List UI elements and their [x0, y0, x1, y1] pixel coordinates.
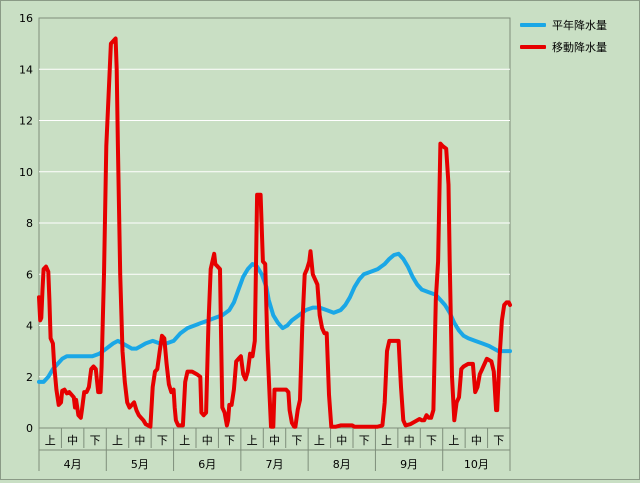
x-decade-label: 下	[426, 434, 437, 447]
y-tick-label: 8	[26, 217, 33, 230]
x-decade-label: 上	[381, 434, 392, 447]
x-decade-label: 上	[179, 434, 190, 447]
x-decade-label: 下	[90, 434, 101, 447]
x-month-label: 8月	[333, 458, 351, 471]
legend-label-moving: 移動降水量	[552, 41, 607, 54]
x-decade-label: 下	[224, 434, 235, 447]
x-month-label: 5月	[131, 458, 149, 471]
x-decade-label: 中	[134, 434, 145, 447]
x-decade-label: 下	[359, 434, 370, 447]
legend-item-normal-precip: 平年降水量	[520, 14, 632, 36]
x-decade-label: 中	[67, 434, 78, 447]
y-tick-label: 4	[26, 320, 33, 333]
x-month-label: 9月	[400, 458, 418, 471]
y-tick-label: 2	[26, 371, 33, 384]
legend-label-normal: 平年降水量	[552, 19, 607, 32]
x-month-label: 10月	[464, 458, 489, 471]
legend-item-moving-precip: 移動降水量	[520, 36, 632, 58]
y-axis-tick-labels: 0 2 4 6 8 10 12 14 16	[19, 12, 33, 435]
x-decade-label: 下	[157, 434, 168, 447]
x-month-label: 4月	[64, 458, 82, 471]
x-decade-label: 中	[471, 434, 482, 447]
legend: 平年降水量 移動降水量	[520, 14, 632, 58]
y-tick-label: 10	[19, 166, 33, 179]
x-decade-label: 上	[112, 434, 123, 447]
y-tick-label: 0	[26, 422, 33, 435]
x-decade-label: 上	[448, 434, 459, 447]
x-decade-label: 上	[314, 434, 325, 447]
x-decade-label: 中	[202, 434, 213, 447]
x-decade-label: 下	[291, 434, 302, 447]
x-axis: 上中下4月上中下5月上中下6月上中下7月上中下8月上中下9月上中下10月	[38, 428, 511, 471]
x-decade-label: 中	[404, 434, 415, 447]
y-tick-label: 14	[19, 63, 33, 76]
legend-swatch-normal	[520, 23, 546, 27]
moving-precip-line	[37, 36, 512, 429]
x-month-label: 7月	[266, 458, 284, 471]
x-month-label: 6月	[198, 458, 216, 471]
legend-swatch-moving	[520, 45, 546, 49]
y-tick-label: 6	[26, 268, 33, 281]
y-tick-label: 12	[19, 115, 33, 128]
x-decade-label: 中	[336, 434, 347, 447]
x-decade-label: 上	[247, 434, 258, 447]
x-decade-label: 上	[45, 434, 56, 447]
y-tick-label: 16	[19, 12, 33, 25]
x-decade-label: 中	[269, 434, 280, 447]
series-lines	[37, 36, 512, 429]
x-decade-label: 下	[493, 434, 504, 447]
